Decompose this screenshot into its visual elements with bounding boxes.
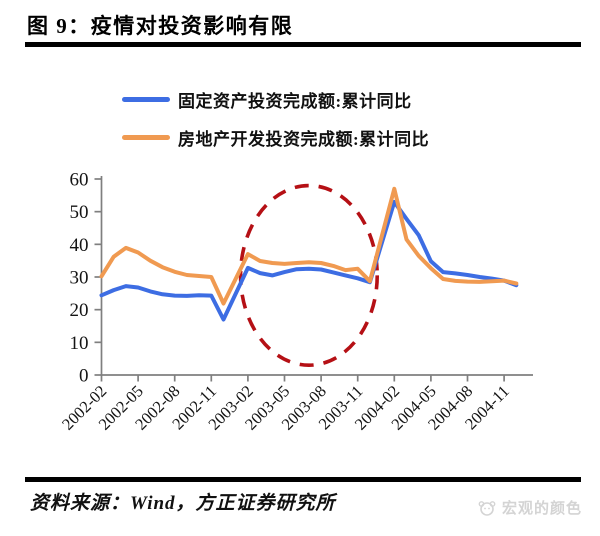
watermark: 宏观的颜色 bbox=[477, 497, 582, 518]
y-tick-label: 30 bbox=[70, 268, 89, 289]
watermark-text: 宏观的颜色 bbox=[501, 500, 582, 517]
y-tick-label: 60 bbox=[70, 170, 89, 191]
legend-item-fixed-asset-investment: 固定资产投资完成额:累计同比 bbox=[122, 80, 429, 118]
y-tick-label: 50 bbox=[70, 202, 89, 223]
y-tick-label: 10 bbox=[70, 333, 89, 354]
figure-title: 图 9：疫情对投资影响有限 bbox=[27, 14, 294, 38]
y-tick-label: 40 bbox=[70, 235, 89, 256]
source-note: 资料来源：Wind，方正证券研究所 bbox=[30, 493, 336, 514]
y-tick-label: 0 bbox=[79, 366, 89, 387]
y-tick-label: 20 bbox=[70, 300, 89, 321]
series-line-0 bbox=[99, 199, 519, 322]
legend-label-real-estate: 房地产开发投资完成额:累计同比 bbox=[178, 129, 430, 149]
series-line-1 bbox=[99, 186, 519, 306]
sars-period-highlight-ellipse bbox=[238, 183, 380, 367]
chart-legend: 固定资产投资完成额:累计同比 房地产开发投资完成额:累计同比 bbox=[122, 80, 429, 156]
title-divider bbox=[25, 42, 581, 47]
legend-label-fixed-asset: 固定资产投资完成额:累计同比 bbox=[178, 91, 412, 111]
legend-line-swatch-orange bbox=[122, 134, 170, 140]
footer-divider bbox=[25, 477, 581, 482]
legend-line-swatch-blue bbox=[122, 96, 170, 102]
watermark-logo-icon bbox=[478, 500, 496, 516]
legend-item-real-estate-investment: 房地产开发投资完成额:累计同比 bbox=[122, 118, 429, 156]
